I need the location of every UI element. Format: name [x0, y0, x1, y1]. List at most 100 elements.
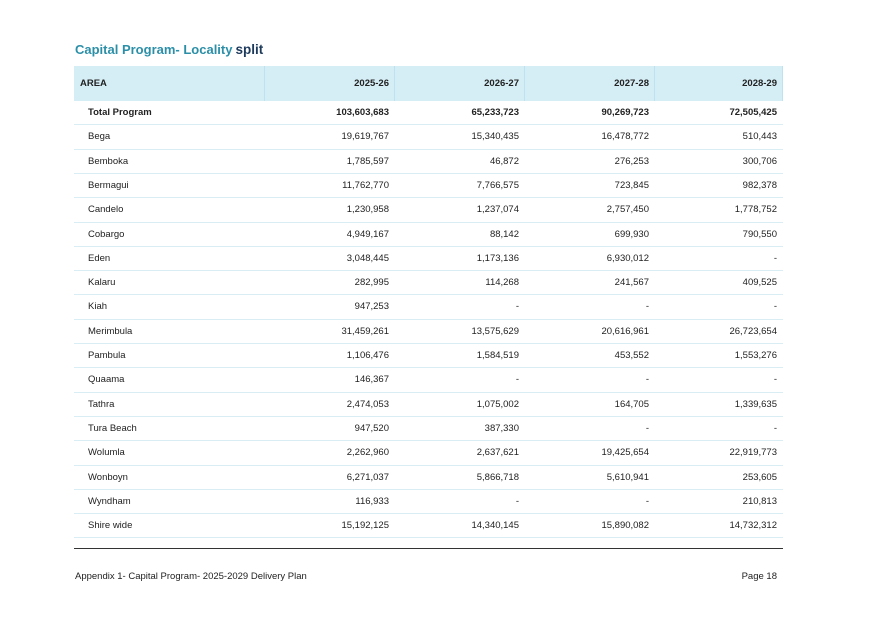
table-cell: 46,872	[489, 155, 519, 167]
column-header: AREA	[80, 78, 107, 89]
table-cell: -	[645, 374, 649, 386]
row-divider	[74, 367, 783, 369]
table-cell: 72,505,425	[729, 107, 777, 118]
title: Capital Program- Locality split	[75, 42, 263, 57]
column-divider	[394, 66, 395, 101]
table-cell: 14,340,145	[471, 520, 519, 532]
column-divider	[264, 66, 265, 101]
table-cell: 947,253	[354, 301, 389, 313]
table-cell: 19,425,654	[601, 447, 649, 459]
table-cell: 300,706	[742, 155, 777, 167]
table-cell: 2,757,450	[606, 204, 649, 216]
page-number: Page 18	[741, 571, 777, 582]
table-cell: 5,610,941	[606, 471, 649, 483]
table-cell: 26,723,654	[729, 325, 777, 337]
table-cell: 19,619,767	[341, 131, 389, 143]
table-cell: -	[515, 301, 519, 313]
table-cell: 2,474,053	[346, 398, 389, 410]
table-cell: 11,762,770	[342, 179, 389, 191]
table-cell: -	[515, 495, 519, 507]
row-label: Bermagui	[88, 179, 129, 191]
table-cell: -	[773, 422, 777, 434]
row-label: Wyndham	[88, 495, 131, 507]
row-divider	[74, 391, 783, 393]
table-cell: -	[645, 495, 649, 507]
row-divider	[74, 537, 783, 539]
row-divider	[74, 221, 783, 223]
column-header: 2025-26	[354, 78, 389, 89]
table-cell: 15,340,435	[471, 131, 519, 143]
table-cell: -	[773, 374, 777, 386]
table-cell: -	[515, 374, 519, 386]
table-cell: 1,075,002	[476, 398, 519, 410]
table-cell: 20,616,961	[601, 325, 649, 337]
row-divider	[74, 415, 783, 417]
table-cell: -	[645, 422, 649, 434]
row-divider	[74, 440, 783, 442]
row-label: Shire wide	[88, 520, 133, 532]
table-cell: 146,367	[354, 374, 389, 386]
column-header: 2028-29	[742, 78, 777, 89]
row-label: Tura Beach	[88, 422, 137, 434]
table-cell: 1,230,958	[346, 204, 389, 216]
table-cell: 14,732,312	[729, 520, 777, 532]
table-cell: 103,603,683	[336, 107, 389, 118]
table-cell: 15,890,082	[601, 520, 649, 532]
row-label: Candelo	[88, 204, 124, 216]
row-label: Merimbula	[88, 325, 133, 337]
table-cell: -	[773, 252, 777, 264]
row-divider	[74, 148, 783, 150]
table-cell: 7,766,575	[476, 179, 519, 191]
row-label: Bega	[88, 131, 111, 143]
title-accent: split	[235, 42, 264, 57]
table-cell: 65,233,723	[471, 107, 519, 118]
row-label: Total Program	[88, 107, 152, 118]
table-cell: 31,459,261	[341, 325, 389, 337]
row-label: Cobargo	[88, 228, 125, 240]
column-divider	[524, 66, 525, 101]
table-cell: 5,866,718	[476, 471, 519, 483]
table-cell: 1,584,519	[476, 350, 519, 361]
table-cell: 13,575,629	[471, 325, 519, 337]
footer-text: Appendix 1- Capital Program- 2025-2029 D…	[75, 571, 307, 582]
table-cell: 1,553,276	[734, 350, 777, 361]
table-cell: 276,253	[614, 155, 649, 167]
table-cell: 723,845	[614, 179, 649, 191]
row-divider	[74, 488, 783, 490]
row-label: Wolumla	[88, 447, 125, 459]
row-label: Tathra	[88, 398, 115, 410]
row-label: Quaama	[88, 374, 125, 386]
table-cell: 22,919,773	[729, 447, 777, 459]
table-cell: 15,192,125	[341, 520, 389, 532]
table-cell: 210,813	[742, 495, 777, 507]
row-label: Eden	[88, 252, 111, 264]
row-divider	[74, 270, 783, 272]
column-divider	[782, 66, 783, 101]
row-divider	[74, 245, 783, 247]
table-cell: 2,262,960	[346, 447, 389, 459]
table-cell: 16,478,772	[601, 131, 649, 143]
table-cell: 453,552	[614, 350, 649, 361]
row-label: Bemboka	[88, 155, 129, 167]
table-cell: 409,525	[742, 277, 777, 289]
table-cell: -	[773, 301, 777, 313]
table-cell: 1,785,597	[346, 155, 389, 167]
table-cell: 6,271,037	[346, 471, 389, 483]
table-cell: 90,269,723	[601, 107, 649, 118]
table-cell: 1,237,074	[476, 204, 519, 216]
table-cell: 790,550	[742, 228, 777, 240]
row-divider	[74, 294, 783, 296]
column-header: 2027-28	[614, 78, 649, 89]
table-cell: -	[645, 301, 649, 313]
table-cell: 699,930	[614, 228, 649, 240]
title-text: Capital Program- Locality	[75, 42, 233, 57]
row-divider	[74, 343, 783, 344]
table-cell: 164,705	[614, 398, 649, 410]
row-divider	[74, 197, 783, 199]
table-cell: 1,106,476	[346, 350, 389, 361]
table-cell: 4,949,167	[346, 228, 389, 240]
row-divider	[74, 124, 783, 126]
table-cell: 947,520	[354, 422, 389, 434]
table-cell: 387,330	[484, 422, 519, 434]
